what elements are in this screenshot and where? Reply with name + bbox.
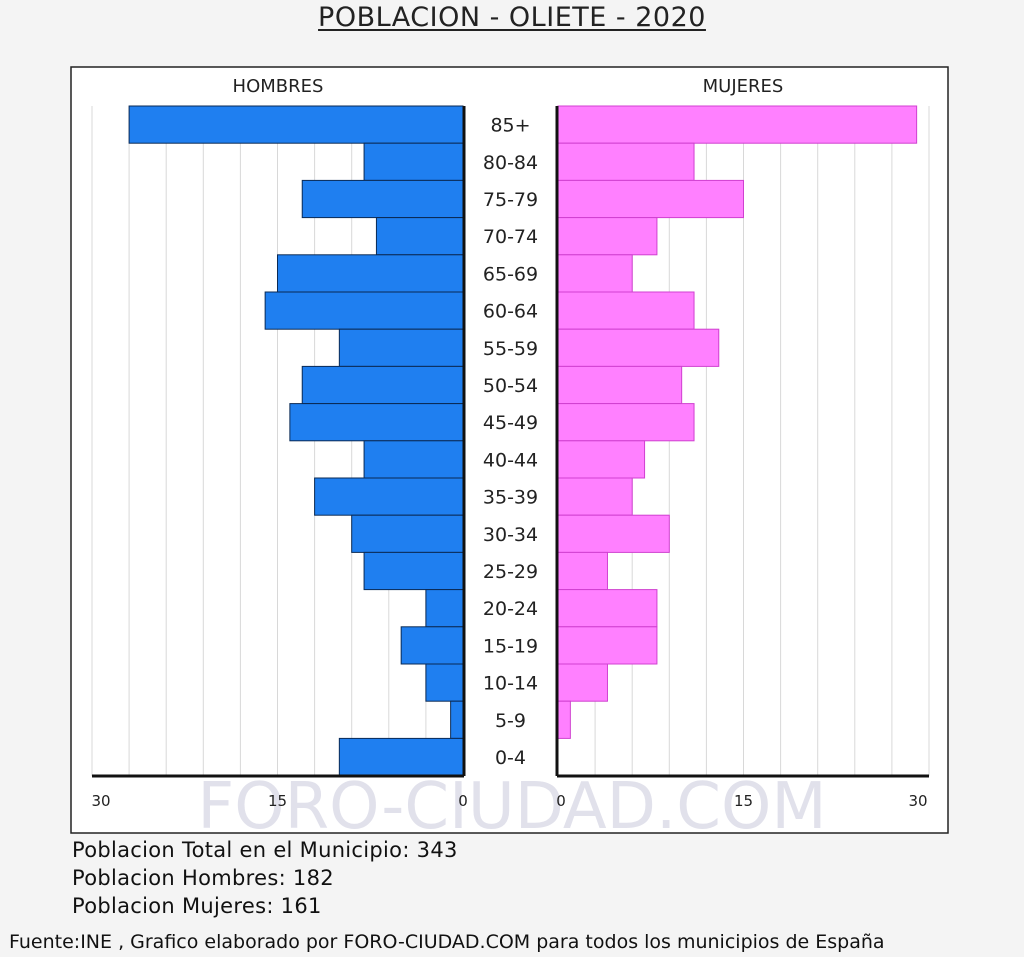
source-footer: Fuente:INE , Grafico elaborado por FORO-… <box>9 931 885 953</box>
tick-right-30: 30 <box>908 792 927 810</box>
bar-mujeres-80-84 <box>557 142 695 181</box>
age-label-80-84: 80-84 <box>483 152 538 174</box>
age-label-25-29: 25-29 <box>483 561 538 583</box>
age-label-85+: 85+ <box>490 115 530 137</box>
age-label-45-49: 45-49 <box>483 412 538 434</box>
bar-hombres-80-84 <box>363 142 464 181</box>
chart-title: POBLACION - OLIETE - 2020 <box>318 2 706 33</box>
male-population: Poblacion Hombres: 182 <box>72 866 334 890</box>
total-population: Poblacion Total en el Municipio: 343 <box>72 838 458 862</box>
bar-hombres-35-39 <box>314 477 464 516</box>
bar-hombres-15-19 <box>400 626 464 665</box>
age-label-40-44: 40-44 <box>483 449 538 471</box>
bar-hombres-10-14 <box>425 663 464 702</box>
bar-hombres-20-24 <box>425 589 464 628</box>
bar-hombres-55-59 <box>338 328 464 367</box>
tick-left-0: 0 <box>458 792 468 810</box>
age-label-15-19: 15-19 <box>483 635 538 657</box>
bar-mujeres-55-59 <box>557 328 720 367</box>
bar-mujeres-45-49 <box>557 403 695 442</box>
age-label-20-24: 20-24 <box>483 598 538 620</box>
bar-hombres-75-79 <box>301 179 464 219</box>
tick-right-15: 15 <box>734 792 753 810</box>
bar-hombres-30-34 <box>351 514 464 553</box>
tick-left-15: 15 <box>268 792 287 810</box>
age-label-30-34: 30-34 <box>483 524 538 546</box>
age-label-65-69: 65-69 <box>483 263 538 285</box>
labels: 85+ 80-84 75-79 70-74 65-69 60-64 55-59 50-54 45… <box>233 76 784 769</box>
bar-hombres-70-74 <box>375 217 464 256</box>
bar-hombres-45-49 <box>289 403 464 442</box>
bar-hombres-5-9 <box>450 700 464 739</box>
tick-right-0: 0 <box>556 792 566 810</box>
bar-mujeres-40-44 <box>557 440 646 479</box>
bar-mujeres-75-79 <box>557 179 744 219</box>
female-population: Poblacion Mujeres: 161 <box>72 894 322 918</box>
bar-hombres-50-54 <box>301 365 464 405</box>
bar-mujeres-85+ <box>557 105 918 144</box>
bar-mujeres-20-24 <box>557 589 658 628</box>
age-label-50-54: 50-54 <box>483 375 538 397</box>
age-label-55-59: 55-59 <box>483 338 538 360</box>
axes: 30 15 0 0 15 30 <box>91 106 929 810</box>
bar-mujeres-5-9 <box>557 700 571 739</box>
age-label-60-64: 60-64 <box>483 301 538 323</box>
bar-mujeres-10-14 <box>557 663 608 702</box>
hombres-label: HOMBRES <box>233 76 324 97</box>
bar-hombres-60-64 <box>264 291 464 330</box>
bar-mujeres-15-19 <box>557 626 658 665</box>
age-label-5-9: 5-9 <box>495 710 526 732</box>
bar-mujeres-50-54 <box>557 365 683 405</box>
mujeres-label: MUJERES <box>703 76 784 97</box>
age-label-0-4: 0-4 <box>495 747 526 769</box>
age-label-35-39: 35-39 <box>483 487 538 509</box>
bar-hombres-0-4 <box>338 737 464 777</box>
bar-mujeres-60-64 <box>557 291 695 330</box>
bar-hombres-85+ <box>128 105 464 144</box>
bar-mujeres-25-29 <box>557 551 608 591</box>
bar-mujeres-30-34 <box>557 514 670 553</box>
bar-hombres-40-44 <box>363 440 464 479</box>
bar-mujeres-70-74 <box>557 217 658 256</box>
chart-frame <box>70 66 949 834</box>
bar-hombres-65-69 <box>277 254 464 293</box>
age-label-10-14: 10-14 <box>483 673 538 695</box>
bars <box>128 105 918 777</box>
watermark: FORO-CIUDAD.COM <box>197 770 826 844</box>
bar-mujeres-65-69 <box>557 254 633 293</box>
age-label-70-74: 70-74 <box>483 226 538 248</box>
bar-hombres-25-29 <box>363 551 464 591</box>
bar-mujeres-35-39 <box>557 477 633 516</box>
tick-left-30: 30 <box>91 792 110 810</box>
age-label-75-79: 75-79 <box>483 189 538 211</box>
